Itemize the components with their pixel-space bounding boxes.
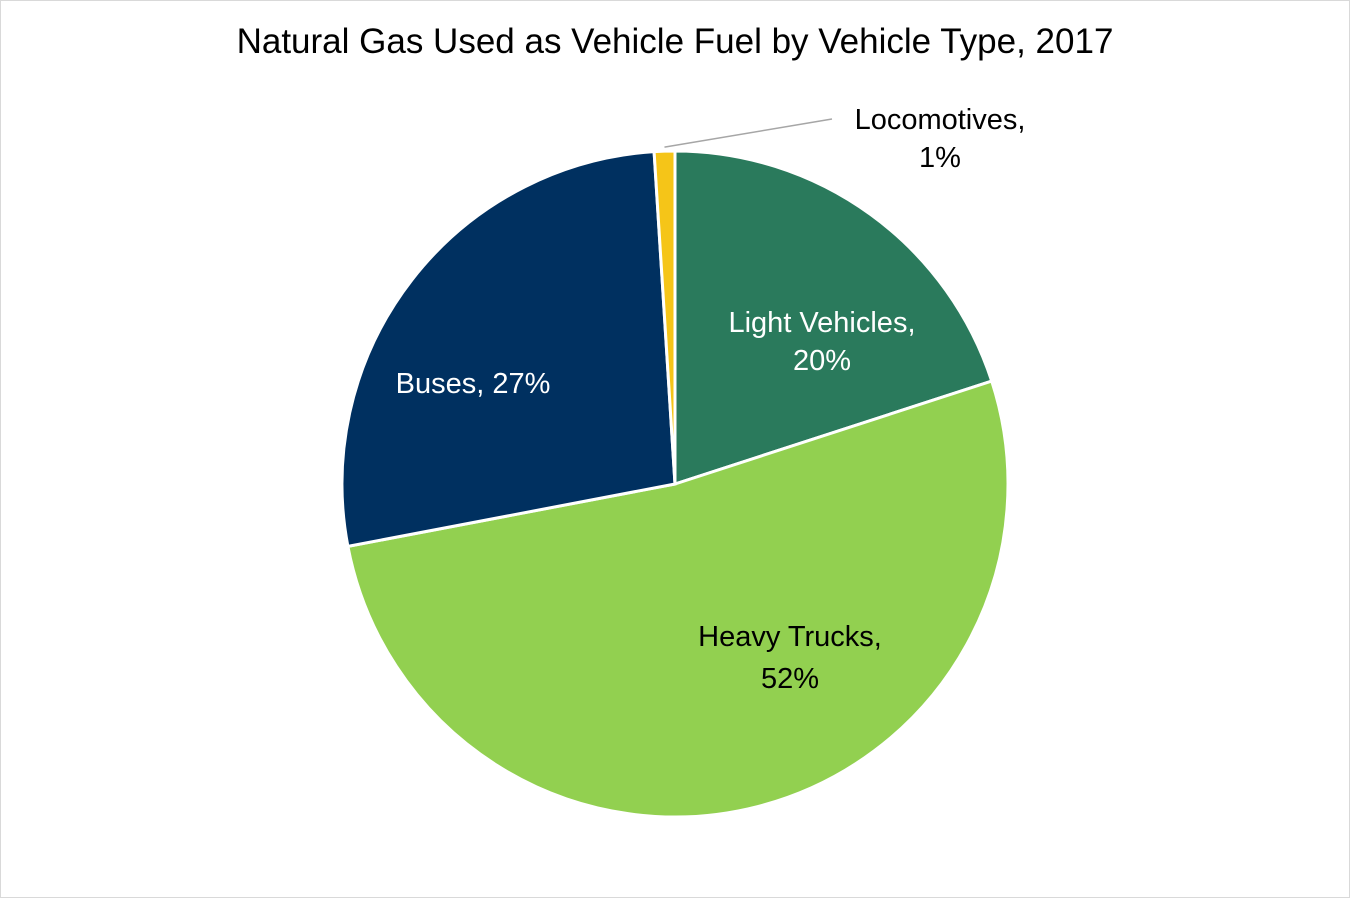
- data-label-locomotives: 1%: [919, 142, 961, 174]
- data-label-light-vehicles: Light Vehicles,: [728, 307, 915, 339]
- leader-line-locomotives: [664, 118, 833, 148]
- data-label-locomotives: Locomotives,: [855, 104, 1026, 136]
- data-label-light-vehicles: 20%: [793, 345, 851, 377]
- pie-slice-buses: [340, 150, 677, 549]
- pie-slice-light-vehicles: [673, 149, 994, 487]
- pie-slice-locomotives: [652, 149, 677, 485]
- data-label-heavy-trucks: Heavy Trucks,: [698, 621, 882, 653]
- pie-slice-heavy-trucks: [346, 379, 1010, 819]
- chart-title: Natural Gas Used as Vehicle Fuel by Vehi…: [236, 22, 1114, 61]
- data-label-buses: Buses, 27%: [396, 368, 551, 400]
- data-label-heavy-trucks: 52%: [761, 663, 819, 695]
